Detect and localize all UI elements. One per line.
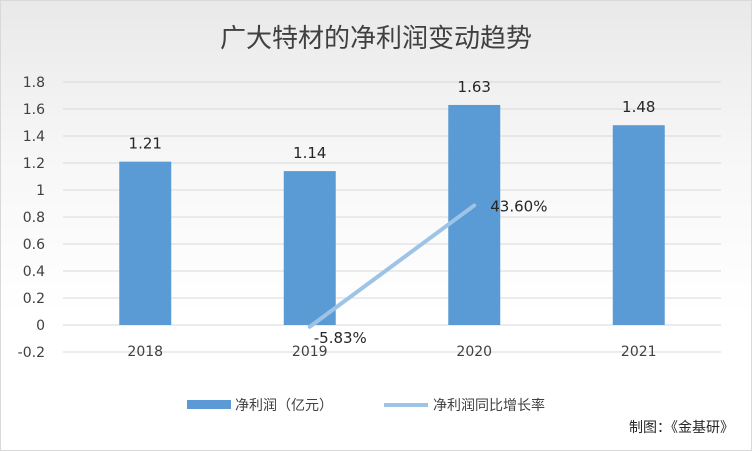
- line-series: [307, 203, 477, 329]
- legend: 净利润（亿元） 净利润同比增长率: [187, 397, 545, 414]
- growth-rate-line: [307, 203, 477, 329]
- x-axis-ticks: 2018 2019 2020 2021: [127, 344, 656, 360]
- y-tick-label-2: 0.2: [23, 291, 45, 307]
- bar-value-label-2018: 1.21: [129, 135, 162, 153]
- bar-2020: [448, 104, 501, 325]
- y-tick-label-6: 1: [36, 183, 45, 199]
- y-tick-label-0: -0.2: [18, 345, 45, 361]
- data-labels: 1.21 1.14 1.63 1.48 -5.83% 43.60%: [129, 78, 656, 347]
- y-tick-label-1: 0: [36, 318, 45, 334]
- y-tick-label-8: 1.4: [23, 129, 45, 145]
- bar-2021: [612, 125, 665, 325]
- grid-lines: [63, 81, 721, 353]
- legend-label-line: 净利润同比增长率: [433, 397, 545, 414]
- bar-series: [119, 104, 665, 325]
- x-tick-label-2019: 2019: [292, 344, 328, 360]
- bar-value-label-2019: 1.14: [293, 144, 326, 162]
- bar-value-label-2020: 1.63: [458, 78, 491, 96]
- x-tick-label-2018: 2018: [127, 344, 163, 360]
- y-tick-label-5: 0.8: [23, 210, 45, 226]
- x-tick-label-2021: 2021: [621, 344, 657, 360]
- legend-label-bar: 净利润（亿元）: [235, 398, 333, 414]
- chart-title: 广大特材的净利润变动趋势: [220, 24, 532, 54]
- credit-text: 制图：《金基研》: [629, 419, 734, 436]
- line-value-label-2019: -5.83%: [314, 329, 367, 347]
- bar-2018: [119, 161, 172, 325]
- y-tick-label-3: 0.4: [23, 264, 45, 280]
- bar-2019: [283, 171, 336, 325]
- y-tick-label-10: 1.8: [23, 75, 45, 91]
- y-tick-label-7: 1.2: [23, 156, 45, 172]
- y-tick-label-9: 1.6: [23, 102, 45, 118]
- x-tick-label-2020: 2020: [456, 344, 492, 360]
- line-value-label-2020: 43.60%: [490, 197, 547, 215]
- bar-value-label-2021: 1.48: [622, 98, 655, 116]
- legend-swatch-bar: [187, 400, 231, 409]
- y-axis-ticks: -0.2 0 0.2 0.4 0.6 0.8 1 1.2 1.4 1.6 1.8: [18, 75, 45, 361]
- y-tick-label-4: 0.6: [23, 237, 45, 253]
